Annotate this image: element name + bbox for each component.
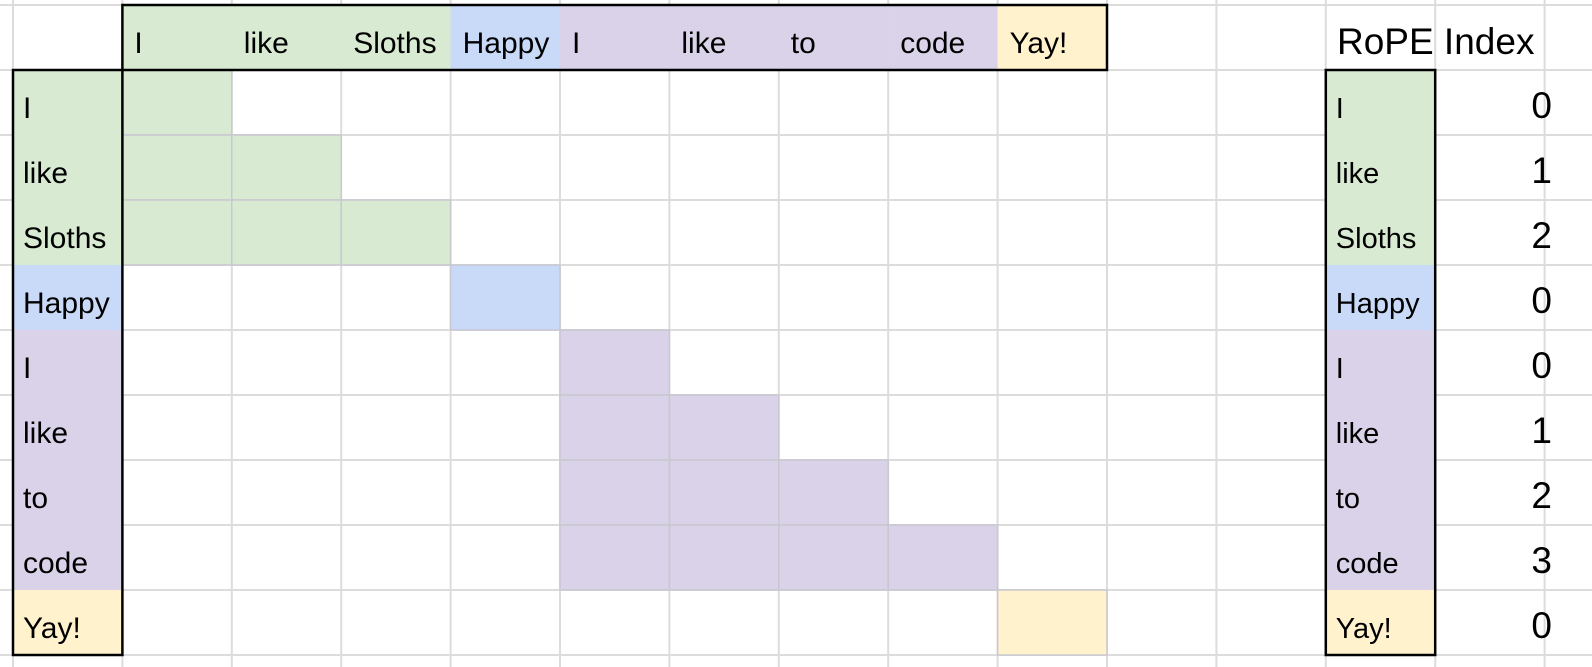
row-token: like [23, 157, 68, 190]
mask-cell [668, 524, 780, 591]
rope-token: Yay! [1336, 613, 1392, 645]
rope-index: 0 [1531, 85, 1552, 126]
rope-index: 1 [1531, 410, 1552, 451]
mask-cell [231, 199, 342, 266]
mask-cell [559, 329, 671, 396]
header-cell [888, 5, 998, 70]
header-token: like [681, 27, 726, 60]
header-token: to [791, 27, 816, 60]
header-cell [122, 5, 232, 70]
row-token: to [23, 482, 48, 515]
rope-title: RoPE Index [1337, 21, 1535, 62]
row-token: code [23, 547, 88, 580]
rope-token-cell [1325, 525, 1436, 590]
rope-token-cell [1325, 200, 1436, 265]
mask-cell [121, 134, 233, 201]
rope-token: I [1336, 93, 1344, 125]
rope-token-cell [1325, 70, 1436, 135]
header-cell [669, 5, 779, 70]
rope-index: 0 [1531, 345, 1552, 386]
row-label-cell [13, 265, 123, 330]
header-cell [231, 5, 342, 70]
mask-cell [559, 524, 671, 591]
header-cell [997, 5, 1107, 70]
rope-index: 0 [1531, 280, 1552, 321]
header-token: Happy [463, 27, 550, 60]
mask-cell [340, 199, 452, 266]
rope-token-cell [1325, 330, 1436, 395]
border-box [121, 3, 1109, 72]
row-label-cell [13, 525, 123, 590]
mask-cell [996, 589, 1108, 656]
header-cell [778, 5, 889, 70]
rope-token-cell [1325, 590, 1436, 655]
mask-cell [559, 459, 671, 526]
header-token: code [900, 27, 965, 60]
rope-token: Happy [1336, 288, 1420, 320]
mask-cell [449, 264, 561, 331]
mask-cell [121, 69, 233, 136]
header-token: Sloths [353, 27, 436, 60]
mask-cell [231, 134, 342, 201]
row-token: Sloths [23, 222, 106, 255]
rope-token: Sloths [1336, 223, 1417, 255]
rope-token-cell [1325, 135, 1436, 200]
row-token: like [23, 417, 68, 450]
mask-cell [559, 394, 671, 461]
row-label-cell [13, 590, 123, 655]
header-token: I [572, 27, 580, 60]
rope-index: 2 [1531, 215, 1552, 256]
header-token: Yay! [1010, 27, 1068, 60]
border-box [1324, 68, 1437, 657]
mask-cell [668, 459, 780, 526]
rope-token: code [1336, 548, 1399, 580]
row-label-cell [13, 460, 123, 525]
rope-index: 3 [1531, 540, 1552, 581]
rope-token: like [1336, 418, 1380, 450]
row-label-cell [13, 135, 123, 200]
rope-token: I [1336, 353, 1344, 385]
row-token: I [23, 92, 31, 125]
rope-index: 1 [1531, 150, 1552, 191]
row-label-cell [13, 200, 123, 265]
row-token: I [23, 352, 31, 385]
header-token: I [134, 27, 142, 60]
mask-cell [121, 199, 233, 266]
rope-token-cell [1325, 265, 1436, 330]
mask-cell [778, 524, 889, 591]
row-label-cell [13, 330, 123, 395]
rope-token-cell [1325, 395, 1436, 460]
row-token: Happy [23, 287, 110, 320]
mask-cell [887, 524, 999, 591]
header-cell [450, 5, 560, 70]
rope-token: like [1336, 158, 1380, 190]
rope-index: 2 [1531, 475, 1552, 516]
rope-token-cell [1325, 460, 1436, 525]
mask-cell [668, 394, 780, 461]
header-cell [341, 5, 451, 70]
rope-index: 0 [1531, 605, 1552, 646]
row-label-cell [13, 395, 123, 460]
rope-token: to [1336, 483, 1360, 515]
border-box [11, 68, 124, 657]
mask-cell [778, 459, 889, 526]
row-label-cell [13, 70, 123, 135]
header-token: like [244, 27, 289, 60]
row-token: Yay! [23, 612, 81, 645]
header-cell [560, 5, 670, 70]
